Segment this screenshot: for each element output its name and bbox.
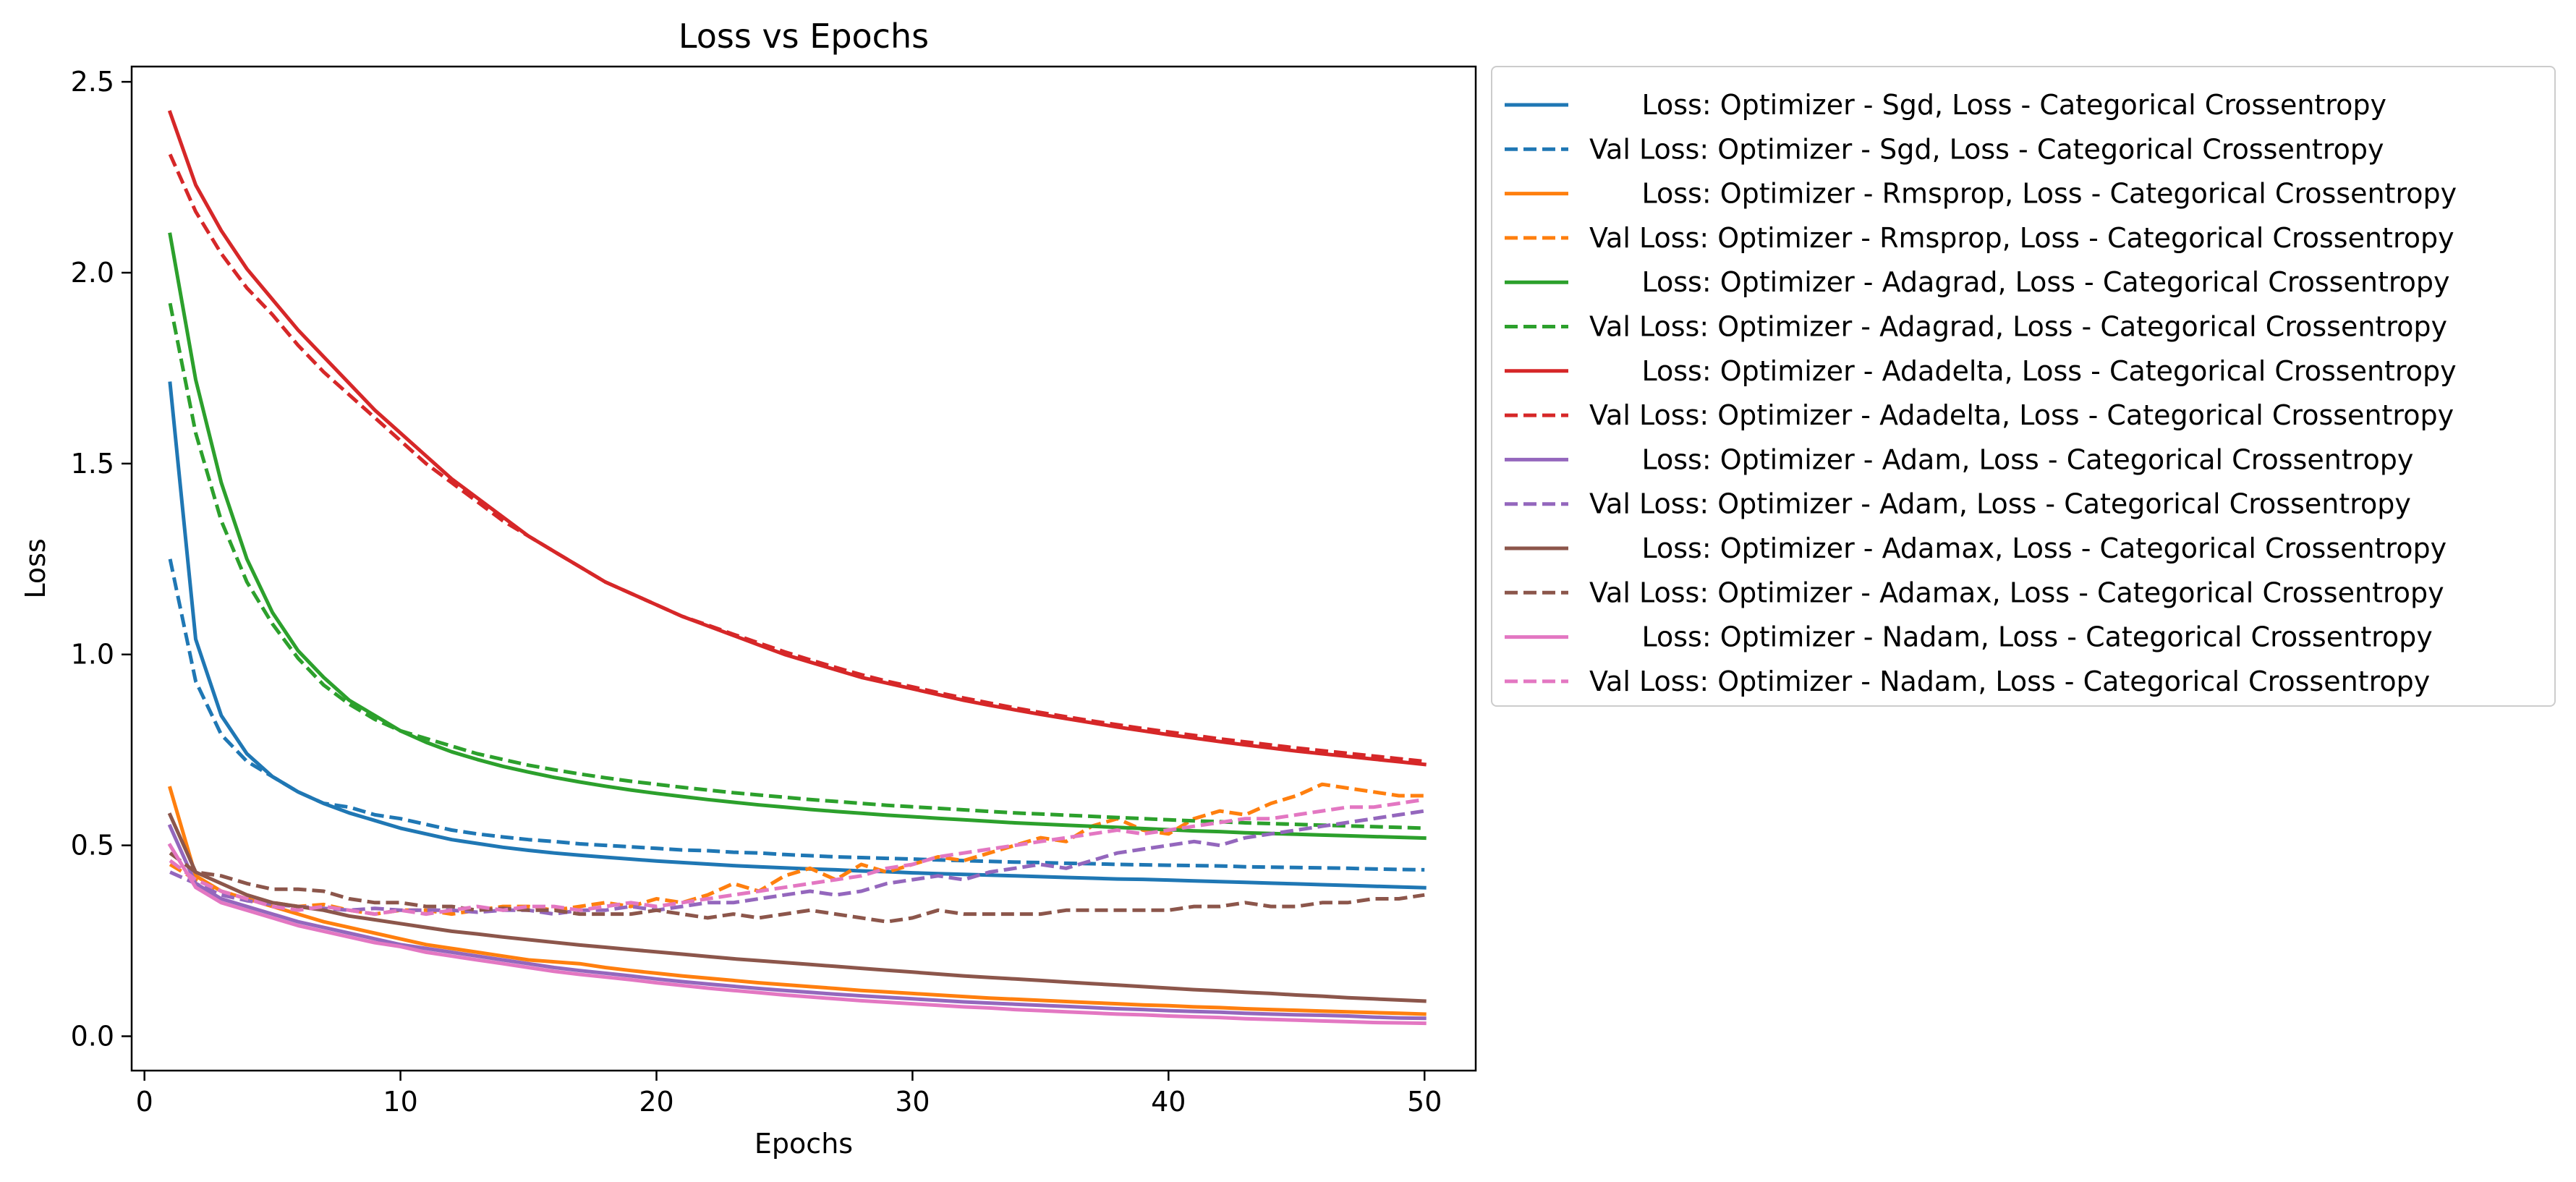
legend-entry-loss-optimizer-adam-loss-categorical-crossentropy: Loss: Optimizer - Adam, Loss - Categoric… [1505,443,2413,475]
series-line-loss-optimizer-adadelta-loss-categorical-crossentropy [167,110,1427,767]
legend-entry-val-loss-optimizer-sgd-loss-categorical-crossentropy: Val Loss: Optimizer - Sgd, Loss - Catego… [1505,133,2384,165]
series-line-loss-optimizer-nadam-loss-categorical-crossentropy [167,843,1427,1026]
series-line-loss-optimizer-adamax-loss-categorical-crossentropy [167,812,1427,1003]
legend-label: Val Loss: Optimizer - Adam, Loss - Categ… [1589,488,2411,520]
series-line-loss-optimizer-adagrad-loss-categorical-crossentropy [168,232,1427,841]
x-axis-label: Epochs [754,1128,853,1160]
legend-entry-val-loss-optimizer-adamax-loss-categorical-crossentropy: Val Loss: Optimizer - Adamax, Loss - Cat… [1505,577,2444,608]
legend-entry-loss-optimizer-adadelta-loss-categorical-crossentropy: Loss: Optimizer - Adadelta, Loss - Categ… [1505,355,2457,387]
legend-label: Val Loss: Optimizer - Rmsprop, Loss - Ca… [1589,222,2454,254]
legend-label: Loss: Optimizer - Sgd, Loss - Categorica… [1589,89,2386,121]
legend-label: Loss: Optimizer - Rmsprop, Loss - Catego… [1589,178,2457,210]
legend-label: Loss: Optimizer - Nadam, Loss - Categori… [1589,621,2433,653]
legend-label: Val Loss: Optimizer - Adagrad, Loss - Ca… [1589,311,2447,343]
series-line-val-loss-optimizer-rmsprop-loss-categorical-crossentropy [169,782,1425,917]
legend-entry-val-loss-optimizer-adam-loss-categorical-crossentropy: Val Loss: Optimizer - Adam, Loss - Categ… [1505,488,2411,520]
x-tick-label: 40 [1151,1086,1186,1118]
series-line-loss-optimizer-sgd-loss-categorical-crossentropy [168,381,1427,890]
legend-entry-loss-optimizer-nadam-loss-categorical-crossentropy: Loss: Optimizer - Nadam, Loss - Categori… [1505,621,2433,653]
series-line-val-loss-optimizer-nadam-loss-categorical-crossentropy [169,797,1425,917]
y-tick-label: 2.0 [71,257,114,289]
legend-entry-loss-optimizer-adagrad-loss-categorical-crossentropy: Loss: Optimizer - Adagrad, Loss - Catego… [1505,266,2450,298]
legend-entry-val-loss-optimizer-rmsprop-loss-categorical-crossentropy: Val Loss: Optimizer - Rmsprop, Loss - Ca… [1505,222,2454,254]
y-axis-label: Loss [20,538,51,598]
legend-entry-val-loss-optimizer-adagrad-loss-categorical-crossentropy: Val Loss: Optimizer - Adagrad, Loss - Ca… [1505,311,2447,343]
series-layer [167,110,1427,1026]
legend-entry-loss-optimizer-adamax-loss-categorical-crossentropy: Loss: Optimizer - Adamax, Loss - Categor… [1505,532,2447,564]
chart-title: Loss vs Epochs [679,17,929,56]
legend-box [1491,66,2556,707]
legend: Loss: Optimizer - Sgd, Loss - Categorica… [1491,66,2556,707]
legend-label: Val Loss: Optimizer - Adamax, Loss - Cat… [1589,577,2444,608]
plot-frame [130,65,1477,1072]
legend-label: Val Loss: Optimizer - Sgd, Loss - Catego… [1589,133,2384,165]
x-tick-label: 10 [383,1086,417,1118]
legend-entry-val-loss-optimizer-nadam-loss-categorical-crossentropy: Val Loss: Optimizer - Nadam, Loss - Cate… [1505,666,2430,697]
legend-label: Loss: Optimizer - Adadelta, Loss - Categ… [1589,355,2457,387]
x-tick-label: 20 [639,1086,673,1118]
x-axis: 0 10 20 30 40 50 [136,1071,1442,1118]
legend-label: Loss: Optimizer - Adam, Loss - Categoric… [1589,443,2413,475]
series-line-val-loss-optimizer-adagrad-loss-categorical-crossentropy [168,302,1425,830]
x-tick-label: 30 [895,1086,930,1118]
legend-label: Val Loss: Optimizer - Nadam, Loss - Cate… [1589,666,2430,697]
y-tick-label: 1.5 [71,448,114,480]
series-line-val-loss-optimizer-adadelta-loss-categorical-crossentropy [168,153,1425,763]
legend-entry-loss-optimizer-sgd-loss-categorical-crossentropy: Loss: Optimizer - Sgd, Loss - Categorica… [1505,89,2386,121]
x-tick-label: 0 [136,1086,153,1118]
legend-label: Loss: Optimizer - Adagrad, Loss - Catego… [1589,266,2450,298]
y-axis: 0.0 0.5 1.0 1.5 2.0 2.5 [71,66,132,1053]
series-line-loss-optimizer-adam-loss-categorical-crossentropy [167,823,1427,1021]
series-line-val-loss-optimizer-adamax-loss-categorical-crossentropy [169,851,1425,924]
series-line-loss-optimizer-rmsprop-loss-categorical-crossentropy [167,786,1427,1016]
legend-entry-val-loss-optimizer-adadelta-loss-categorical-crossentropy: Val Loss: Optimizer - Adadelta, Loss - C… [1505,399,2454,431]
legend-label: Val Loss: Optimizer - Adadelta, Loss - C… [1589,399,2454,431]
legend-entry-loss-optimizer-rmsprop-loss-categorical-crossentropy: Loss: Optimizer - Rmsprop, Loss - Catego… [1505,178,2457,210]
y-tick-label: 0.0 [71,1021,114,1053]
y-tick-label: 0.5 [71,830,114,862]
legend-label: Loss: Optimizer - Adamax, Loss - Categor… [1589,532,2447,564]
y-tick-label: 1.0 [71,639,114,671]
x-tick-label: 50 [1407,1086,1442,1118]
series-line-val-loss-optimizer-adam-loss-categorical-crossentropy [169,809,1425,917]
series-line-val-loss-optimizer-sgd-loss-categorical-crossentropy [168,558,1425,872]
y-tick-label: 2.5 [71,66,114,98]
